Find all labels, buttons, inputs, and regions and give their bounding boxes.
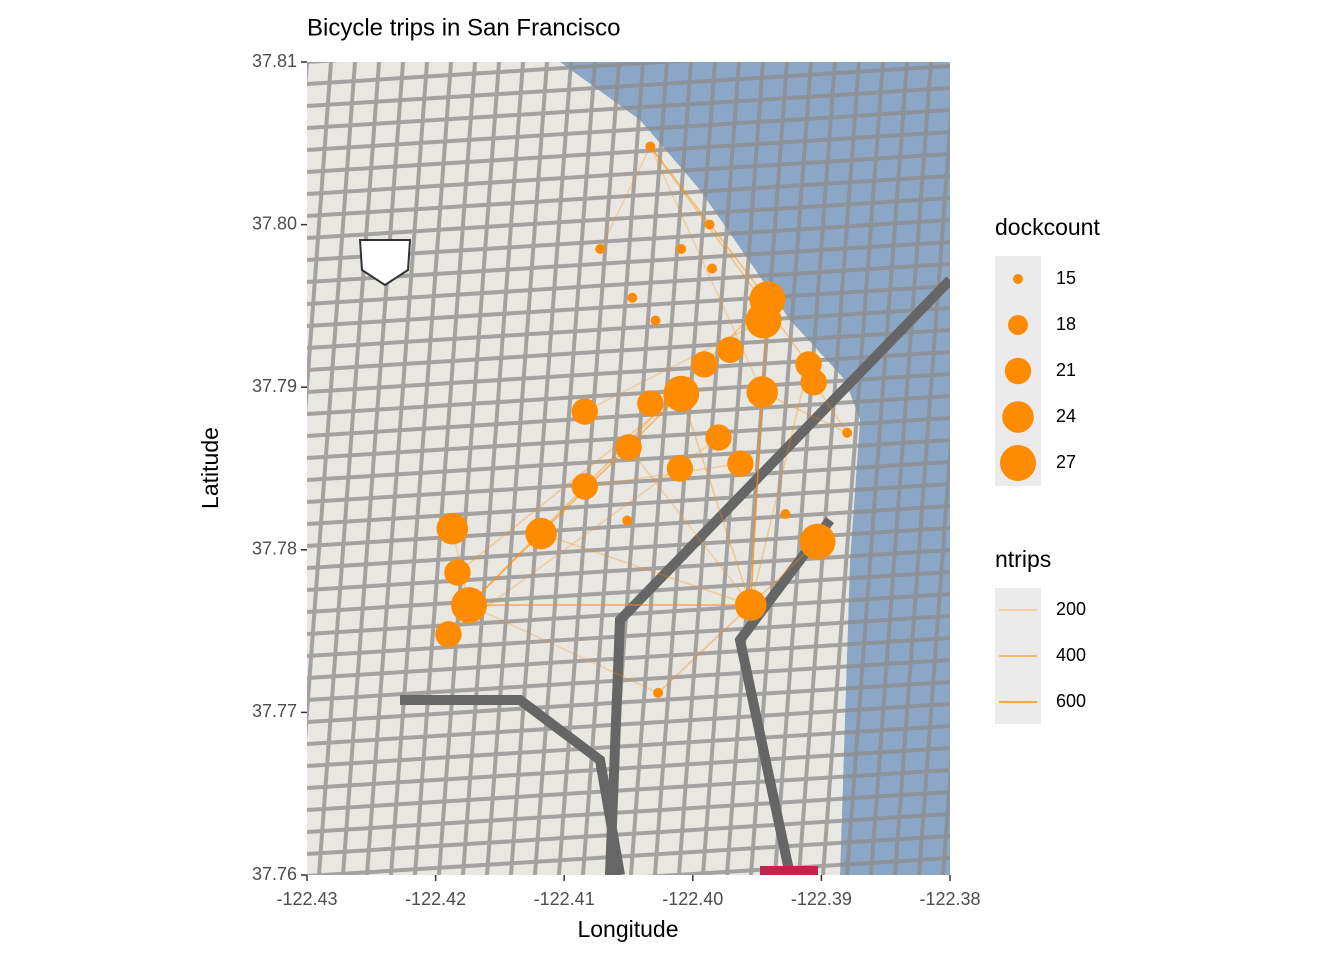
- station-point: [666, 455, 694, 482]
- x-tick-label: -122.43: [276, 889, 337, 909]
- trip-line: [749, 364, 810, 606]
- station-point: [653, 687, 664, 698]
- station-point: [622, 515, 633, 526]
- y-axis-label: Latitude: [197, 427, 223, 509]
- legend-size-key: [1004, 357, 1032, 385]
- trip-line: [468, 393, 682, 606]
- station-point: [571, 473, 598, 500]
- y-tick-label: 37.78: [252, 539, 297, 559]
- legend-label: 27: [1056, 452, 1076, 472]
- station-point: [645, 141, 656, 152]
- station-point: [707, 263, 718, 274]
- y-tick-label: 37.80: [252, 213, 297, 233]
- station-point: [780, 509, 791, 520]
- trip-line: [680, 393, 752, 606]
- x-tick-label: -122.41: [534, 889, 595, 909]
- trip-line: [749, 392, 764, 606]
- legend-size-key: [1002, 401, 1034, 433]
- legend-label: 18: [1056, 314, 1076, 334]
- station-point: [436, 512, 469, 545]
- trip-line: [599, 146, 652, 250]
- station-point: [444, 559, 471, 586]
- legend-label: 15: [1056, 268, 1076, 288]
- trip-line: [540, 532, 751, 606]
- legend-title: dockcount: [995, 214, 1100, 240]
- station-point: [676, 243, 687, 254]
- legend-label: 21: [1056, 360, 1076, 380]
- y-tick-label: 37.79: [252, 376, 297, 396]
- trip-line: [468, 604, 659, 694]
- map-background: [307, 62, 950, 875]
- legend-title: ntrips: [995, 546, 1051, 572]
- trip-line: [456, 393, 682, 574]
- station-point: [663, 375, 700, 412]
- legend-size-key: [1008, 315, 1028, 335]
- station-point: [435, 621, 462, 648]
- trip-line: [657, 604, 752, 694]
- station-point: [716, 336, 744, 364]
- y-tick-label: 37.81: [252, 51, 297, 71]
- trip-line: [749, 299, 769, 606]
- station-point: [842, 427, 853, 438]
- station-point: [799, 523, 836, 560]
- trip-line: [649, 146, 763, 393]
- station-point: [637, 390, 664, 417]
- x-tick-label: -122.42: [405, 889, 466, 909]
- x-axis-label: Longitude: [577, 916, 678, 942]
- chart-title: Bicycle trips in San Francisco: [307, 14, 620, 41]
- station-point: [727, 450, 754, 477]
- station-point: [595, 243, 606, 254]
- station-point: [746, 376, 779, 408]
- x-tick-label: -122.38: [919, 889, 980, 909]
- station-point: [745, 302, 782, 339]
- y-tick-label: 37.77: [252, 701, 297, 721]
- x-tick-label: -122.39: [791, 889, 852, 909]
- station-point: [627, 292, 638, 303]
- station-point: [451, 587, 488, 624]
- station-point: [615, 434, 642, 461]
- legend-size-key: [1000, 445, 1036, 481]
- trip-line: [584, 319, 764, 413]
- legend-label: 400: [1056, 645, 1086, 665]
- trip-line: [649, 146, 810, 365]
- station-point: [691, 351, 718, 378]
- legend-label: 600: [1056, 691, 1086, 711]
- legend-size-key: [1013, 274, 1023, 284]
- station-point: [704, 219, 715, 230]
- x-tick-label: -122.40: [662, 889, 723, 909]
- station-point: [734, 589, 767, 621]
- station-point: [800, 369, 827, 396]
- legend-label: 24: [1056, 406, 1076, 426]
- legend-label: 200: [1056, 599, 1086, 619]
- trip-line: [627, 446, 752, 606]
- station-point: [571, 398, 598, 425]
- station-point: [705, 424, 732, 451]
- station-point: [525, 517, 557, 550]
- trip-line: [584, 462, 741, 488]
- y-tick-label: 37.76: [252, 864, 297, 884]
- station-point: [650, 315, 661, 326]
